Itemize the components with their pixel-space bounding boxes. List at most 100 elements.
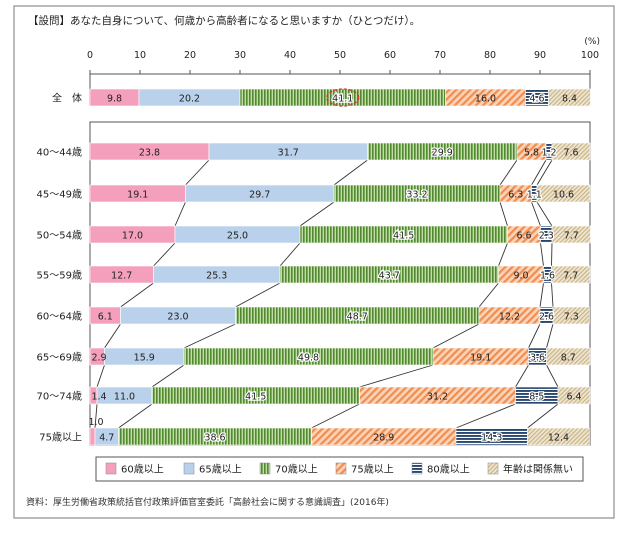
data-label: 41.1 [332, 94, 353, 105]
data-label: 23.0 [167, 312, 188, 323]
connector-line [333, 159, 368, 186]
legend-label: 65歳以上 [199, 464, 242, 476]
data-label: 8.7 [561, 353, 576, 364]
legend-label: 75歳以上 [351, 464, 394, 476]
x-tick-label: 60 [384, 50, 396, 61]
data-label: 8.5 [529, 392, 544, 403]
connector-line [104, 323, 121, 349]
bar-segment [552, 306, 590, 325]
data-label: 29.7 [249, 190, 270, 201]
connector-line [96, 364, 105, 388]
data-label: 8.4 [562, 94, 577, 105]
bar-segment [546, 347, 591, 366]
category-label: 70～74歳 [37, 391, 82, 403]
bar-segment [527, 427, 590, 446]
data-label: 31.7 [278, 148, 299, 159]
data-label: 11.0 [114, 392, 135, 403]
connector-line [546, 364, 559, 388]
category-label: 55～59歳 [37, 270, 82, 282]
connector-line [174, 201, 186, 227]
x-tick-label: 10 [134, 50, 146, 61]
connector-lines [94, 159, 559, 429]
data-label: 41.5 [245, 392, 266, 403]
legend-label: 80歳以上 [427, 464, 470, 476]
category-label: 全 体 [52, 92, 82, 105]
connector-line [531, 201, 541, 227]
data-label: 7.7 [563, 271, 578, 282]
legend-swatch [411, 462, 423, 475]
data-label: 20.2 [179, 94, 200, 105]
connector-line [455, 403, 516, 429]
legend-label: 60歳以上 [121, 464, 164, 476]
connector-line [546, 323, 554, 349]
category-label: 40～44歳 [37, 147, 82, 159]
data-label: 1.0 [88, 417, 103, 428]
bar-segment [551, 265, 591, 284]
data-label: 48.7 [347, 312, 368, 323]
data-label: 7.7 [564, 231, 579, 242]
data-label: 49.8 [298, 353, 319, 364]
connector-line [235, 282, 281, 308]
data-label: 6.4 [566, 392, 581, 403]
data-label: 31.2 [427, 392, 448, 403]
connector-line [359, 364, 434, 388]
data-label: 1.1 [527, 190, 542, 201]
data-label: 19.1 [470, 353, 491, 364]
legend-label: 70歳以上 [275, 464, 318, 476]
bar-segment [551, 142, 591, 161]
category-label: 75歳以上 [39, 432, 82, 444]
connector-line [540, 242, 544, 267]
data-label: 14.3 [481, 433, 502, 444]
legend-swatch [335, 462, 347, 475]
connector-line [527, 403, 559, 429]
bar-segment [557, 386, 591, 405]
unit-label: (%) [584, 37, 600, 47]
data-label: 4.7 [99, 433, 114, 444]
question-text: 【設問】あなた自身について、何歳から高齢者になると思いますか（ひとつだけ）。 [28, 14, 420, 27]
data-label: 2.9 [91, 353, 106, 364]
source-note: 資料：厚生労働省政策統括官付政策評価官室委託「高齢社会に関する意識調査」(201… [26, 496, 389, 508]
data-label: 2.6 [539, 312, 554, 323]
data-label: 28.9 [373, 433, 394, 444]
data-label: 17.0 [122, 231, 143, 242]
connector-line [432, 323, 480, 349]
connector-line [120, 282, 154, 308]
connector-line [531, 159, 547, 186]
connector-line [279, 242, 301, 267]
connector-line [551, 242, 553, 267]
connector-line [94, 403, 98, 429]
data-label: 12.2 [499, 312, 520, 323]
x-tick-label: 0 [87, 50, 93, 61]
data-label: 16.0 [475, 94, 496, 105]
connector-line [499, 201, 508, 227]
connector-line [551, 282, 554, 308]
legend: 60歳以上 65歳以上 70歳以上 75歳以上 80歳以上 年齢は関係無い [95, 456, 584, 482]
data-label: 29.9 [432, 148, 453, 159]
data-label: 25.0 [227, 231, 248, 242]
connector-line [151, 364, 185, 388]
data-label: 10.6 [553, 190, 574, 201]
highlight-ring [326, 88, 360, 107]
data-label: 9.0 [513, 271, 528, 282]
data-label: 23.8 [139, 148, 160, 159]
bar-segment [536, 184, 591, 203]
data-label: 33.2 [406, 190, 427, 201]
category-label: 65～69歳 [37, 352, 82, 364]
connector-line [536, 201, 553, 227]
connector-line [528, 323, 541, 349]
x-tick-label: 20 [184, 50, 196, 61]
data-label: 1.2 [541, 148, 556, 159]
legend-swatch [105, 462, 117, 475]
connector-line [498, 242, 508, 267]
bar-segment [89, 427, 96, 446]
data-label: 6.3 [508, 190, 523, 201]
category-label: 45～49歳 [37, 189, 82, 201]
data-label: 6.1 [98, 312, 113, 323]
value-labels: 9.8 20.2 41.1 16.0 4.6 8.4 23.8 31.7 29.9 5.8 1.2 7… [88, 88, 582, 445]
legend-label: 年齢は関係無い [503, 463, 573, 476]
connector-line [185, 159, 210, 186]
connector-line [478, 282, 499, 308]
data-label: 7.6 [563, 148, 578, 159]
connector-line [183, 323, 236, 349]
